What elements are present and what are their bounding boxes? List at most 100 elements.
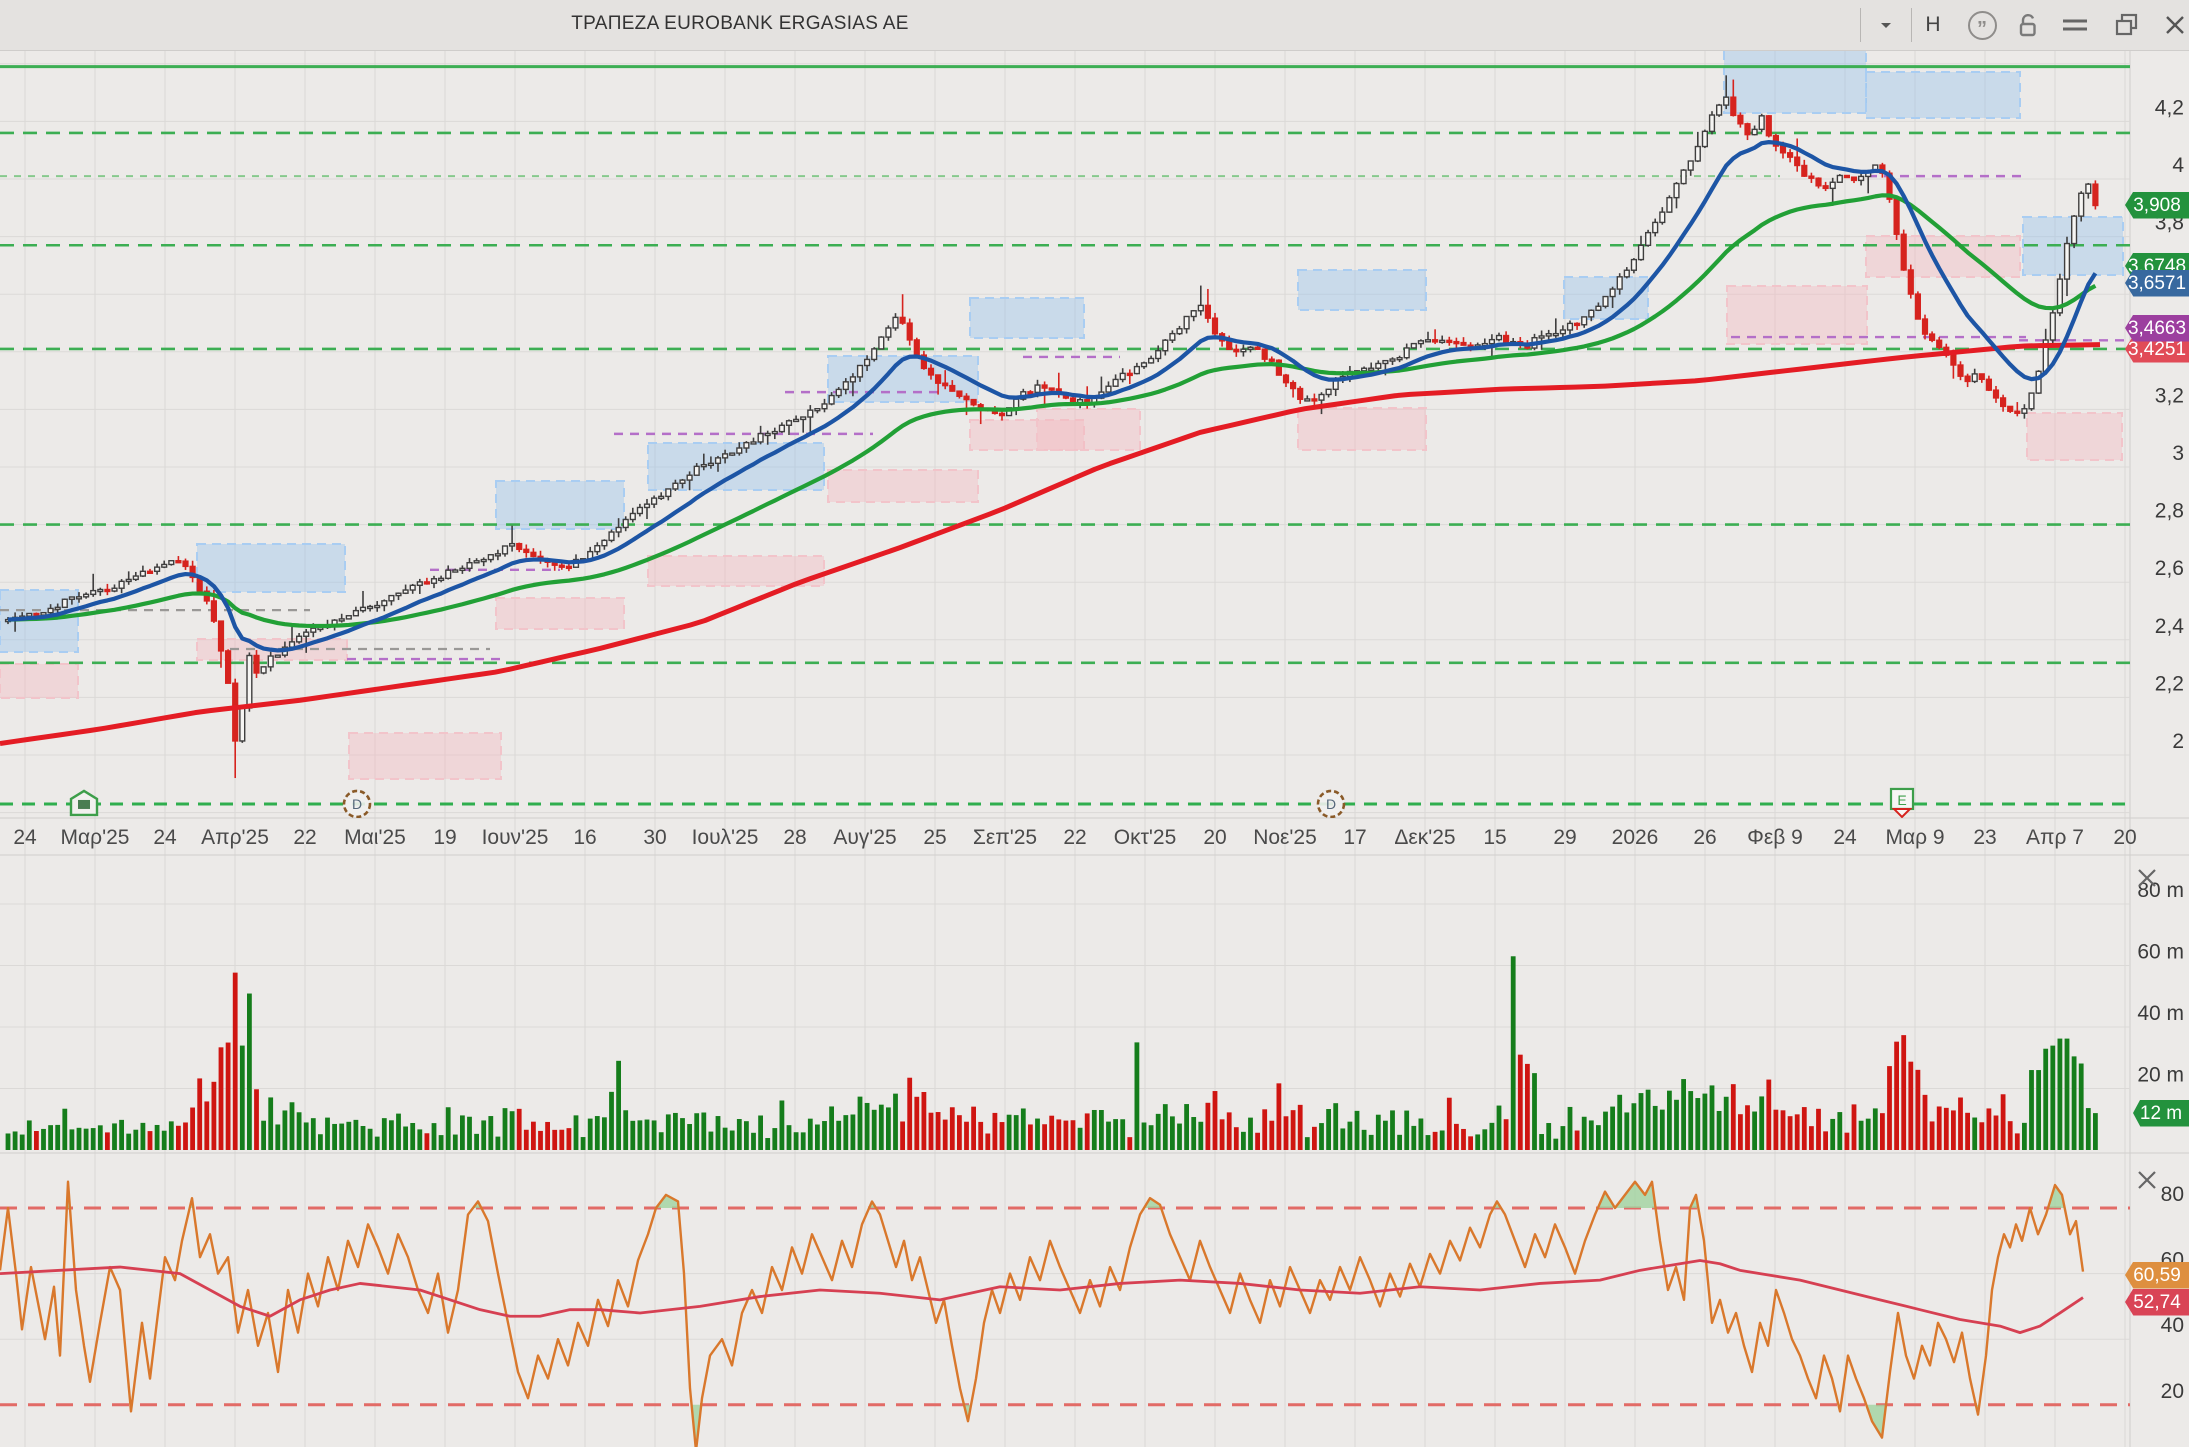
- supply-demand-zone-blue: [647, 442, 825, 491]
- restore-icon: [2115, 13, 2138, 36]
- svg-text:D: D: [352, 796, 362, 812]
- date-label: 25: [923, 826, 946, 849]
- unlock-icon: [2019, 14, 2036, 37]
- close-icon: [2138, 869, 2156, 887]
- ma-fast-line: [7, 140, 2098, 653]
- supply-demand-zone-pink: [1297, 407, 1427, 451]
- date-label: 20: [2113, 826, 2136, 849]
- rsi-panel-close-button[interactable]: [2130, 1164, 2164, 1196]
- date-label: Μαρ'25: [61, 826, 130, 849]
- date-label: Νοε'25: [1253, 826, 1317, 849]
- supply-demand-zone-pink: [2026, 412, 2123, 461]
- price-tick-label: 2,6: [2155, 557, 2184, 580]
- price-tick-label: 2: [2172, 730, 2184, 753]
- date-label: Ιουν'25: [482, 826, 549, 849]
- candles-layer: [4, 75, 2099, 779]
- chevron-down-icon: [1881, 23, 1891, 28]
- price-tick-label: 2,2: [2155, 672, 2184, 695]
- date-label: Απρ 7: [2026, 826, 2084, 849]
- rsi-slow-badge: 52,74: [2125, 1288, 2189, 1316]
- supply-demand-zone-blue: [196, 543, 346, 593]
- date-label: 22: [1063, 826, 1086, 849]
- axis-labels: 4,243,83,63,43,232,82,62,42,2224Μαρ'2524…: [13, 96, 2184, 1402]
- volume-tick-label: 60 m: [2137, 941, 2184, 964]
- date-label: 24: [1833, 826, 1857, 849]
- price-tick-label: 4: [2172, 154, 2184, 177]
- menu-button[interactable]: [2056, 8, 2094, 42]
- date-label: Μαι'25: [344, 826, 406, 849]
- date-label: Φεβ 9: [1747, 826, 1803, 849]
- date-label: 19: [433, 826, 456, 849]
- supply-demand-zone-blue: [1723, 51, 1867, 114]
- title-bar: ΤΡΑΠΕΖΑ EUROBANK ERGASIAS AE H ”: [0, 0, 2189, 51]
- last-price-badge: 3,908: [2125, 191, 2189, 219]
- supply-demand-zone-blue: [495, 480, 625, 530]
- date-label: 24: [13, 826, 37, 849]
- date-label: 20: [1203, 826, 1226, 849]
- ma-mid-line: [7, 193, 2097, 629]
- supply-demand-zone-pink: [827, 469, 979, 503]
- event-marker-earnings[interactable]: E: [1889, 787, 1915, 818]
- svg-text:E: E: [1897, 792, 1906, 808]
- volume-tick-label: 20 m: [2137, 1064, 2184, 1087]
- event-marker-dividend[interactable]: D: [342, 789, 372, 818]
- price-tick-label: 3: [2172, 442, 2184, 465]
- date-label: 16: [573, 826, 596, 849]
- date-label: Ιουλ'25: [692, 826, 759, 849]
- supply-demand-zone-pink: [1036, 408, 1141, 451]
- date-label: 29: [1553, 826, 1576, 849]
- date-label: 23: [1973, 826, 1996, 849]
- grid-layer: [0, 51, 2189, 1447]
- date-label: Δεκ'25: [1394, 826, 1455, 849]
- supply-demand-zone-pink: [495, 597, 625, 630]
- supply-demand-zone-pink: [1865, 235, 2021, 278]
- date-label: 30: [643, 826, 666, 849]
- date-label: 22: [293, 826, 316, 849]
- quote-icon: ”: [1967, 10, 1997, 40]
- ma-slow-line: [0, 342, 2101, 746]
- supply-demand-zone-blue: [1297, 269, 1427, 311]
- close-icon: [2166, 16, 2184, 34]
- date-label: 26: [1693, 826, 1716, 849]
- date-label: Σεπ'25: [973, 826, 1037, 849]
- volume-panel-close-button[interactable]: [2130, 862, 2164, 894]
- date-label: Μαρ 9: [1885, 826, 1944, 849]
- volume-panel[interactable]: [5, 956, 2098, 1150]
- symbol-title: ΤΡΑΠΕΖΑ EUROBANK ERGASIAS AE: [571, 13, 909, 34]
- rsi-tick-label: 40: [2161, 1314, 2184, 1337]
- price-tick-label: 2,4: [2155, 615, 2185, 638]
- timeframe-dropdown-button[interactable]: [1860, 8, 1912, 42]
- unlock-button[interactable]: [2010, 8, 2046, 42]
- volume-badge: 12 m: [2133, 1099, 2189, 1127]
- quote-button[interactable]: ”: [1964, 8, 2000, 42]
- date-label: 17: [1343, 826, 1366, 849]
- event-marker-assembly[interactable]: [69, 789, 99, 817]
- supply-demand-zone-blue: [1865, 71, 2021, 119]
- price-tick-label: 2,8: [2155, 500, 2184, 523]
- supply-demand-zone-blue: [969, 297, 1085, 339]
- rsi-tick-label: 20: [2161, 1380, 2184, 1403]
- rsi-fast-line: [0, 1180, 2085, 1447]
- volume-tick-label: 40 m: [2137, 1002, 2184, 1025]
- event-marker-dividend[interactable]: D: [1316, 789, 1346, 818]
- restore-window-button[interactable]: [2108, 8, 2146, 42]
- supply-demand-zone-pink: [1726, 285, 1868, 345]
- date-label: 24: [153, 826, 177, 849]
- rsi-panel[interactable]: [0, 1100, 2130, 1447]
- svg-text:D: D: [1326, 796, 1336, 812]
- supply-demand-zone-pink: [348, 732, 502, 780]
- rsi-slow-line: [0, 1259, 2084, 1335]
- menu-icon: [2063, 19, 2087, 31]
- rsi-overbought-fill: [8, 1181, 2065, 1208]
- supply-demand-zone-pink: [647, 555, 825, 587]
- price-badge-purple-level: 3,4663: [2125, 314, 2189, 342]
- timeframe-label[interactable]: H: [1925, 13, 1941, 36]
- close-window-button[interactable]: [2156, 8, 2189, 42]
- supply-demand-zone-pink: [969, 419, 1085, 451]
- close-icon: [2138, 1171, 2156, 1189]
- date-label: Αυγ'25: [833, 826, 896, 849]
- date-label: 2026: [1612, 826, 1659, 849]
